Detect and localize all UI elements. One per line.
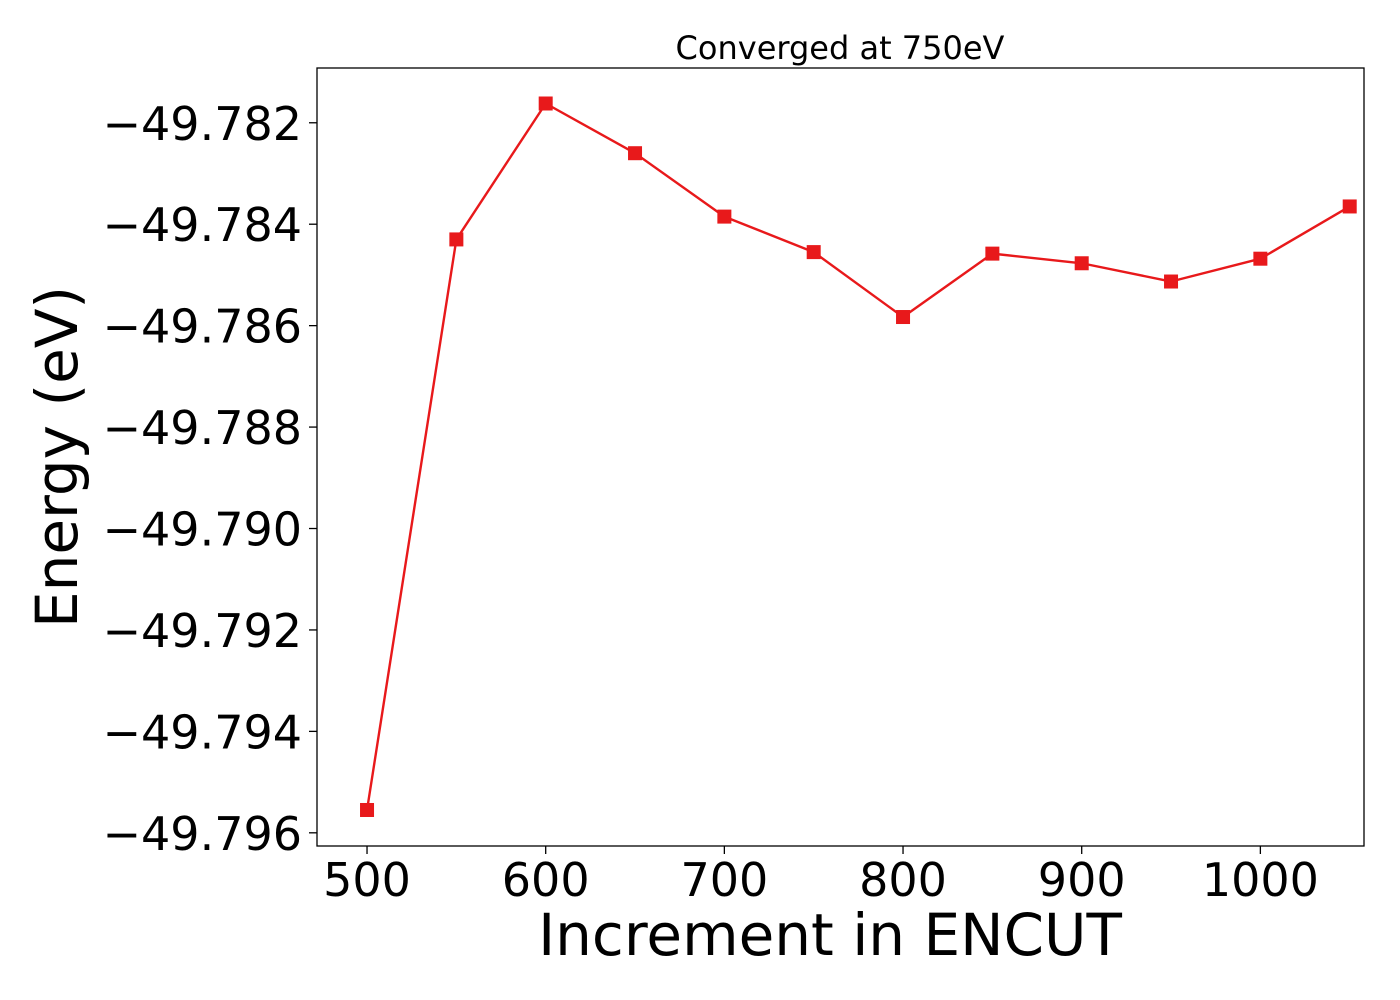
x-tick-label: 700: [680, 853, 768, 907]
data-point-marker: [1164, 274, 1179, 289]
data-point-marker: [360, 802, 375, 817]
chart-title: Converged at 750eV: [676, 29, 1005, 67]
data-point-marker: [896, 310, 911, 325]
data-point-marker: [717, 209, 732, 224]
x-tick-label: 1000: [1202, 853, 1319, 907]
x-tick-label: 500: [323, 853, 411, 907]
plot-content: [360, 96, 1357, 817]
data-point-marker: [538, 96, 553, 111]
y-tick-label: −49.792: [103, 604, 303, 658]
y-tick-label: −49.784: [103, 198, 303, 252]
data-point-marker: [985, 246, 1000, 261]
x-axis: 500 600 700 800 900 1000: [323, 846, 1319, 907]
data-point-marker: [628, 146, 643, 161]
y-tick-label: −49.794: [103, 705, 303, 759]
x-axis-title: Increment in ENCUT: [538, 901, 1122, 969]
data-point-marker: [449, 232, 464, 247]
y-axis-title: Energy (eV): [23, 286, 91, 628]
x-tick-label: 800: [859, 853, 947, 907]
data-point-marker: [1342, 199, 1357, 214]
y-axis: −49.782 −49.784 −49.786 −49.788 −49.790 −49.7…: [103, 97, 317, 861]
series-line: [365, 102, 1351, 811]
data-point-marker: [1074, 256, 1089, 271]
x-tick-label: 600: [502, 853, 590, 907]
plot-frame: [316, 67, 1365, 847]
y-tick-label: −49.796: [103, 807, 303, 861]
y-tick-label: −49.788: [103, 401, 303, 455]
data-point-marker: [806, 245, 821, 260]
y-tick-label: −49.786: [103, 300, 303, 354]
data-point-marker: [1253, 251, 1268, 266]
y-tick-label: −49.782: [103, 97, 303, 151]
x-tick-label: 900: [1038, 853, 1126, 907]
y-tick-label: −49.790: [103, 503, 303, 557]
